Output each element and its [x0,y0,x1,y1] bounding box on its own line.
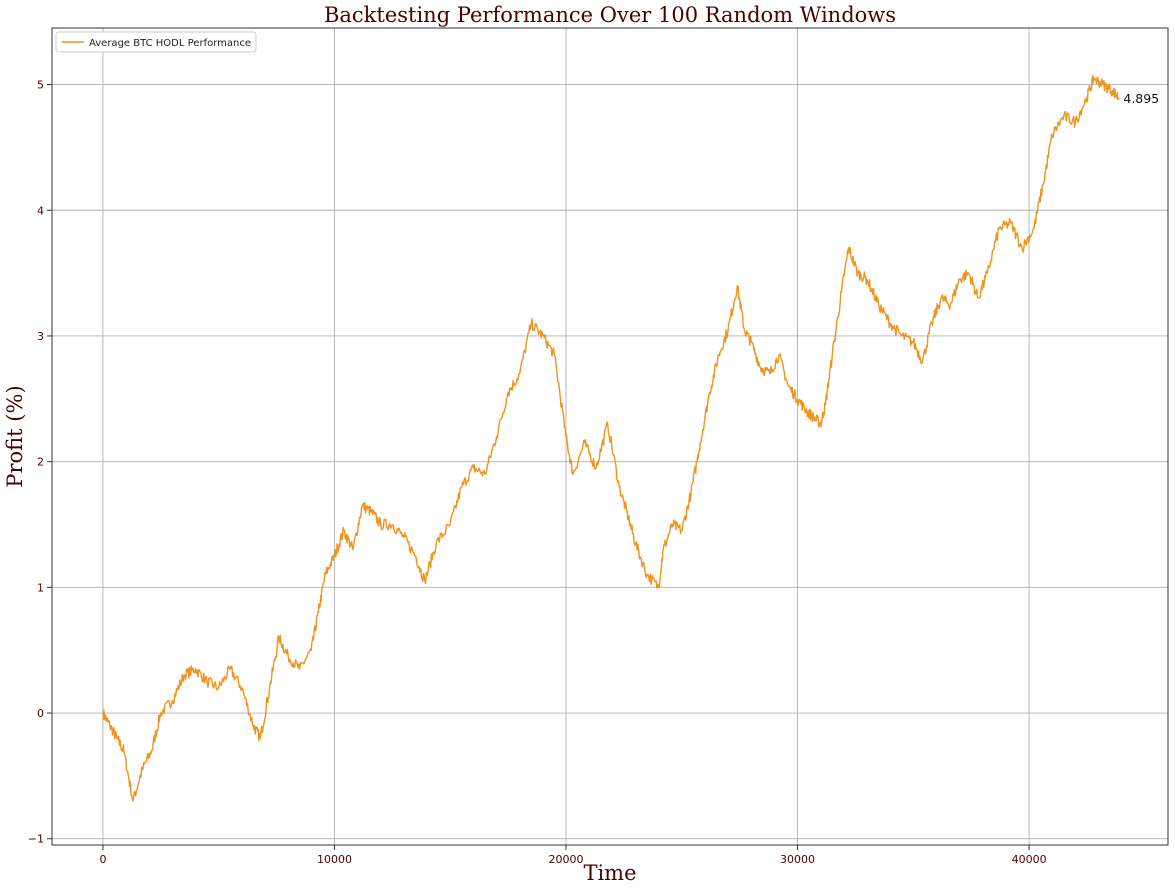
y-ticks: −1 0 1 2 3 4 5 [28,79,52,846]
chart-title: Backtesting Performance Over 100 Random … [324,3,896,27]
y-axis-label: Profit (%) [3,385,27,487]
x-tick-label: 40000 [1012,853,1047,866]
y-tick-label: −1 [28,833,44,846]
legend: Average BTC HODL Performance [55,31,257,53]
x-tick-label: 20000 [549,853,584,866]
x-ticks: 0 10000 20000 30000 40000 [99,845,1047,866]
x-tick-label: 30000 [780,853,815,866]
end-value-annotation: 4.895 [1123,91,1159,106]
y-tick-label: 0 [37,707,44,720]
x-tick-label: 10000 [317,853,352,866]
plot-area [102,74,1120,802]
y-tick-label: 5 [37,79,44,92]
legend-label: Average BTC HODL Performance [89,38,251,49]
y-tick-label: 2 [37,456,44,469]
y-tick-label: 3 [37,330,44,343]
x-axis-label: Time [583,861,636,885]
y-tick-label: 1 [37,581,44,594]
y-tick-label: 4 [37,204,44,217]
axes-frame [51,27,1169,846]
legend-box [55,31,257,53]
series-line-btc-hodl [102,74,1120,802]
x-tick-label: 0 [99,853,106,866]
grid-lines [52,28,1168,845]
